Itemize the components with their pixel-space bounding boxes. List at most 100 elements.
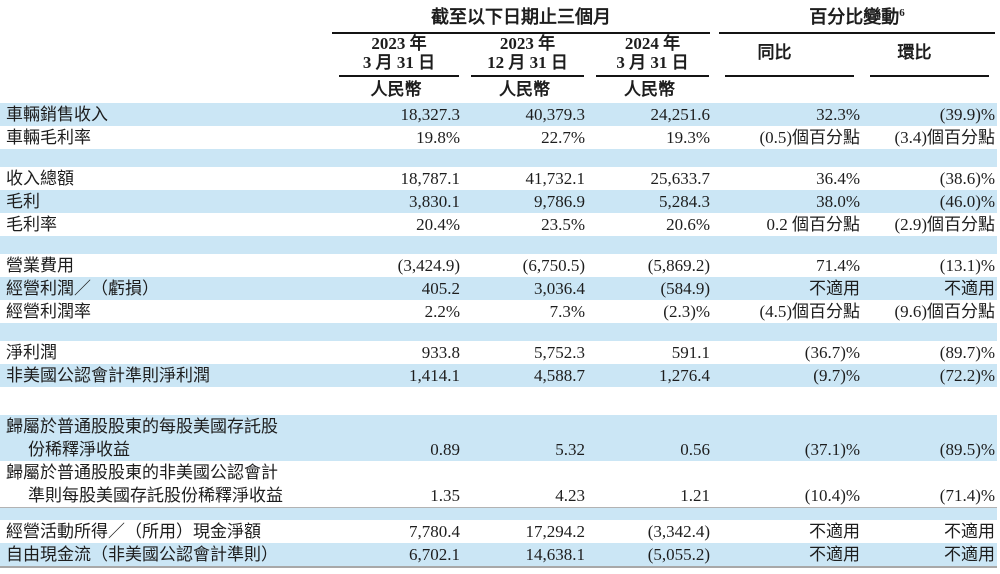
period-group-label: 截至以下日期止三個月 [332, 4, 711, 34]
row-label: 歸屬於普通股股東的非美國公認會計準則每股美國存託股份稀釋淨收益 [0, 461, 330, 508]
row-label: 營業費用 [0, 254, 330, 277]
currency-label: 人民幣 [499, 80, 550, 99]
qoq-text: 環比 [897, 43, 932, 62]
gap-cell [712, 254, 718, 277]
value-cell: 不適用 [717, 277, 863, 300]
column-header-2023-12-31: 2023 年 12 月 31 日 [462, 34, 587, 77]
value-cell: (71.4)% [862, 461, 998, 508]
value-cell: (13.1)% [862, 254, 998, 277]
year-text: 2023 年 [499, 34, 556, 53]
header-empty-corner [0, 0, 330, 34]
row-label-line1: 毛利率 [6, 215, 57, 234]
change-group-text: 百分比變動 [809, 7, 900, 27]
value-cell: 5,284.3 [587, 190, 713, 213]
table-row: 毛利率 20.4% 23.5% 20.6% 0.2 個百分點 (2.9)個百分點 [0, 213, 998, 236]
table-row: 車輛銷售收入 18,327.3 40,379.3 24,251.6 32.3% (39.9… [0, 103, 998, 126]
table-row: 自由現金流（非美國公認會計準則） 6,702.1 14,638.1 (5,055.2)… [0, 543, 998, 567]
row-label-line2: 份稀釋淨收益 [28, 440, 130, 459]
value-cell: (10.4)% [717, 461, 863, 508]
spacer-cell [0, 387, 998, 415]
value-cell: 不適用 [717, 520, 863, 543]
table-row: 經營利潤率 2.2% 7.3% (2.3)% (4.5)個百分點 (9.6)個百分點 [0, 300, 998, 323]
table-body: 車輛銷售收入 18,327.3 40,379.3 24,251.6 32.3% (39.9… [0, 103, 998, 574]
value-cell: 19.8% [330, 126, 462, 149]
table-row: 非美國公認會計準則淨利潤 1,414.1 4,588.7 1,276.4 (9.7)%(… [0, 364, 998, 387]
value-cell: (38.6)% [862, 167, 998, 190]
change-group-label: 百分比變動6 [719, 0, 996, 34]
value-cell: 5.32 [462, 415, 587, 461]
value-cell: (72.2)% [862, 364, 998, 387]
period-group-text: 截至以下日期止三個月 [431, 7, 611, 27]
value-cell: 不適用 [862, 520, 998, 543]
row-label: 非美國公認會計準則淨利潤 [0, 364, 330, 387]
column-header-yoy: 同比 [717, 34, 862, 77]
value-cell: (36.7)% [717, 341, 863, 364]
row-label: 經營利潤／（虧損） [0, 277, 330, 300]
value-cell: 1.21 [587, 461, 713, 508]
value-cell: (584.9) [587, 277, 713, 300]
value-cell: 不適用 [862, 543, 998, 567]
table-row: 毛利 3,830.1 9,786.9 5,284.3 38.0% (46.0)% [0, 190, 998, 213]
value-cell: 36.4% [717, 167, 863, 190]
table-row: 歸屬於普通股股東的每股美國存託股 份稀釋淨收益 0.89 5.32 0.56 (37.1)… [0, 415, 998, 461]
gap-cell [712, 213, 718, 236]
value-cell: (89.7)% [862, 341, 998, 364]
value-cell: 6,702.1 [330, 543, 462, 567]
value-cell: (0.5)個百分點 [717, 126, 863, 149]
value-cell: (3,424.9) [330, 254, 462, 277]
value-cell: (39.9)% [862, 103, 998, 126]
footnote-marker: 6 [899, 7, 905, 19]
row-label-line1: 非美國公認會計準則淨利潤 [6, 366, 210, 385]
value-cell: (2.3)% [587, 300, 713, 323]
date-text: 3 月 31 日 [616, 53, 689, 72]
header-date-row: 2023 年 3 月 31 日 2023 年 12 月 31 日 2024 年 … [0, 34, 997, 77]
value-cell: 不適用 [862, 277, 998, 300]
bottom-rule-cell [0, 566, 998, 574]
gap-cell [712, 190, 718, 213]
table-row: 車輛毛利率 19.8% 22.7% 19.3% (0.5)個百分點 (3.4)個百分點 [0, 126, 998, 149]
value-cell: 17,294.2 [462, 520, 587, 543]
table-row: 經營利潤／（虧損） 405.2 3,036.4 (584.9) 不適用 不適用 [0, 277, 998, 300]
header-currency-row: 人民幣 人民幣 人民幣 [0, 77, 997, 103]
row-label-line1: 歸屬於普通股股東的非美國公認會計 [6, 463, 278, 482]
currency-label: 人民幣 [370, 80, 422, 99]
value-cell: 32.3% [717, 103, 863, 126]
value-cell: 19.3% [587, 126, 713, 149]
row-label-line1: 經營利潤率 [6, 302, 91, 321]
value-cell: 5,752.3 [462, 341, 587, 364]
gap-cell [712, 167, 718, 190]
value-cell: 7,780.4 [330, 520, 462, 543]
value-cell: 405.2 [330, 277, 462, 300]
table-row: 淨利潤 933.8 5,752.3 591.1 (36.7)% (89.7)% [0, 341, 998, 364]
value-cell: 14,638.1 [462, 543, 587, 567]
value-cell: 591.1 [587, 341, 713, 364]
spacer-cell [0, 236, 998, 254]
value-cell: 41,732.1 [462, 167, 587, 190]
value-cell: 24,251.6 [587, 103, 713, 126]
row-label: 車輛毛利率 [0, 126, 330, 149]
value-cell: 933.8 [330, 341, 462, 364]
row-label-line1: 車輛毛利率 [6, 128, 91, 147]
gap-cell [712, 300, 718, 323]
gap-cell [712, 103, 718, 126]
row-label-line2: 準則每股美國存託股份稀釋淨收益 [28, 486, 283, 505]
value-cell: 1,276.4 [587, 364, 713, 387]
date-text: 12 月 31 日 [487, 53, 568, 72]
column-header-2023-03-31: 2023 年 3 月 31 日 [330, 34, 462, 77]
value-cell: 22.7% [462, 126, 587, 149]
year-text: 2023 年 [371, 34, 427, 53]
row-label-line1: 營業費用 [6, 256, 74, 275]
value-cell: 不適用 [717, 543, 863, 567]
year-text: 2024 年 [624, 34, 681, 53]
value-cell: (46.0)% [862, 190, 998, 213]
value-cell: (3,342.4) [587, 520, 713, 543]
row-label: 毛利 [0, 190, 330, 213]
gap-cell [712, 520, 718, 543]
row-label-line1: 淨利潤 [6, 343, 57, 362]
date-label: 2023 年 12 月 31 日 [471, 34, 584, 77]
value-cell: 18,787.1 [330, 167, 462, 190]
row-label-line1: 收入總額 [6, 169, 74, 188]
value-cell: 40,379.3 [462, 103, 587, 126]
table-row: 營業費用 (3,424.9) (6,750.5) (5,869.2) 71.4% (13.… [0, 254, 998, 277]
